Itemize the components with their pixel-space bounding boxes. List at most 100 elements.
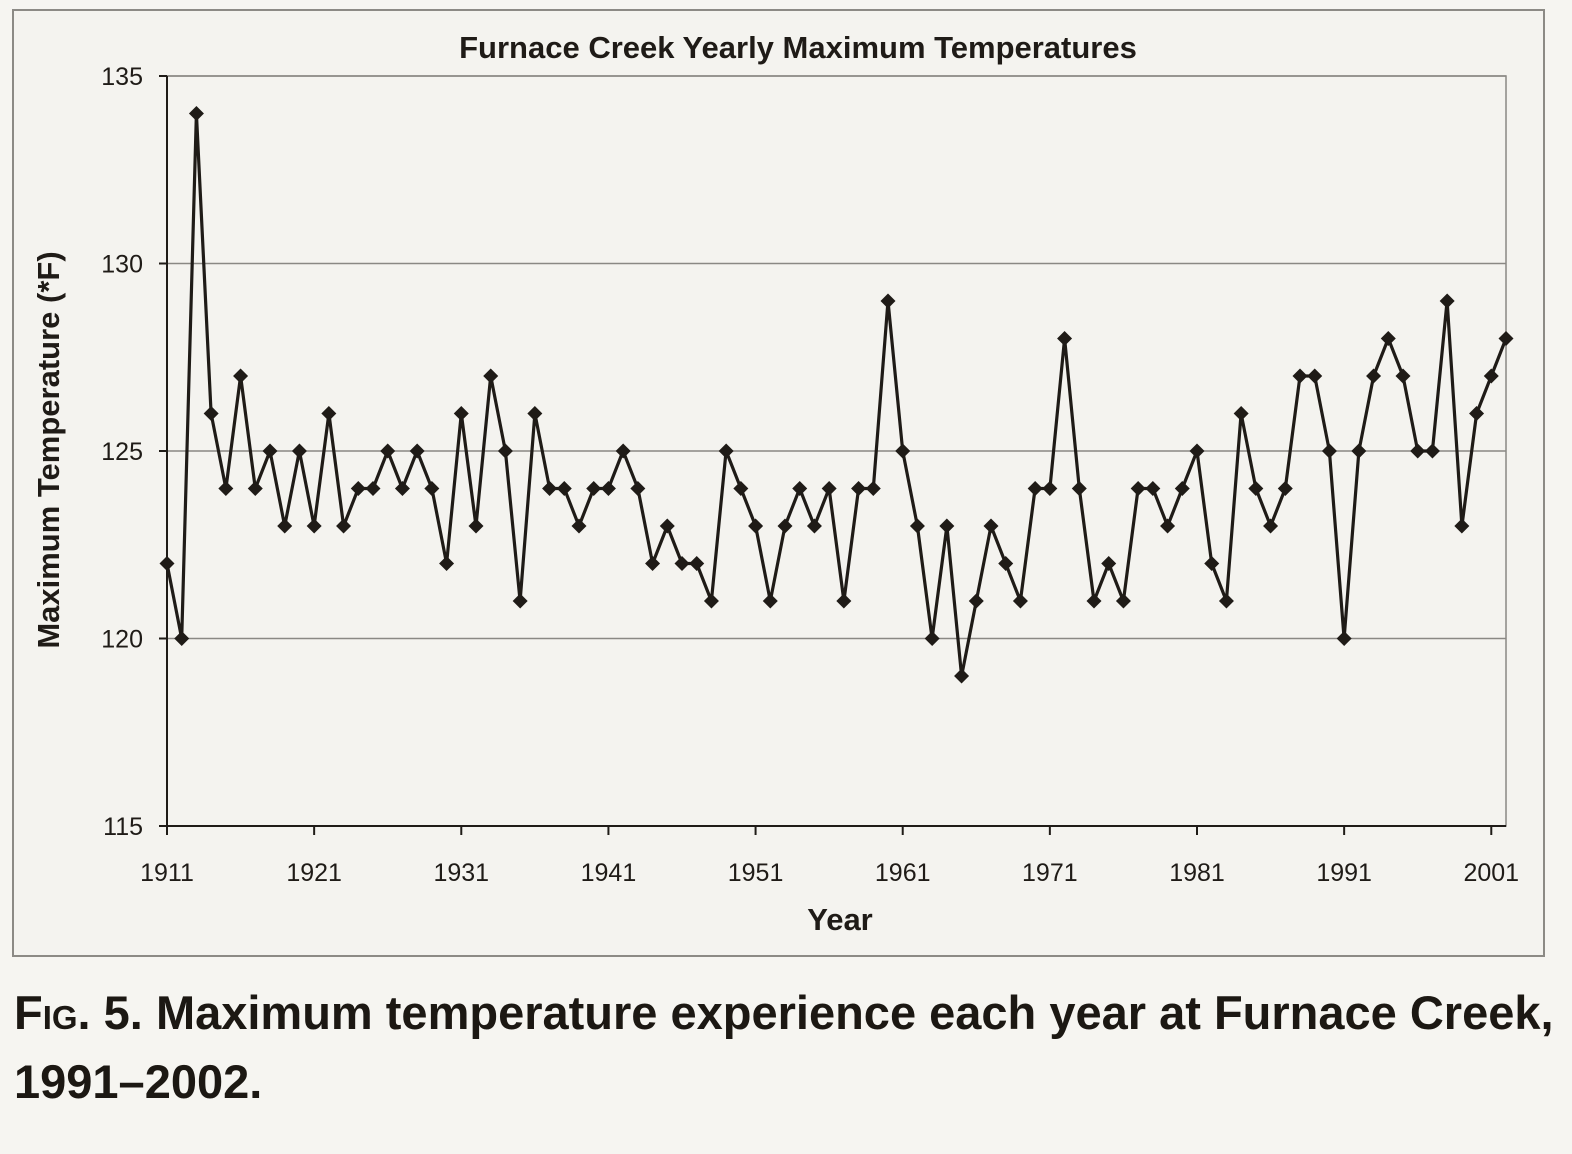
- data-point-1957: [836, 593, 852, 609]
- data-point-1913: [188, 106, 204, 121]
- data-point-1959: [865, 481, 881, 496]
- data-point-1917: [247, 481, 263, 496]
- data-point-1945: [659, 518, 675, 534]
- y-tick-label-115: 115: [103, 813, 143, 841]
- data-point-1995: [1395, 368, 1411, 384]
- data-point-1954: [792, 481, 808, 496]
- data-point-1970: [1027, 481, 1043, 496]
- data-point-1999: [1454, 518, 1470, 534]
- data-point-1998: [1439, 293, 1455, 309]
- axes: [159, 75, 1506, 835]
- data-point-1962: [909, 518, 925, 534]
- data-series: [159, 106, 1514, 684]
- data-point-1939: [571, 518, 587, 534]
- data-point-1977: [1130, 481, 1146, 496]
- data-point-1958: [851, 481, 867, 496]
- y-tick-label-130: 130: [101, 251, 143, 279]
- data-point-1969: [1012, 593, 1028, 609]
- y-tick-label-125: 125: [101, 438, 143, 466]
- data-point-1912: [174, 631, 190, 646]
- data-point-1920: [291, 443, 307, 459]
- data-point-1983: [1218, 593, 1234, 609]
- data-point-1981: [1189, 443, 1205, 459]
- data-point-1994: [1380, 331, 1396, 346]
- data-point-1984: [1233, 406, 1249, 421]
- x-tick-label-1911: 1911: [140, 859, 194, 887]
- gridlines: [166, 75, 1507, 827]
- data-point-1987: [1277, 481, 1293, 496]
- data-point-1986: [1263, 518, 1279, 534]
- data-point-1933: [483, 368, 499, 384]
- labels: Furnace Creek Yearly Maximum Temperature…: [31, 30, 1519, 937]
- line-chart: Furnace Creek Yearly Maximum Temperature…: [31, 30, 1519, 937]
- data-point-1926: [380, 443, 396, 459]
- data-point-1978: [1145, 481, 1161, 496]
- data-point-2002: [1498, 331, 1514, 346]
- figure-caption: Fig. 5. Maximum temperature experience e…: [14, 978, 1559, 1116]
- data-point-1924: [350, 481, 366, 496]
- data-point-2000: [1469, 406, 1485, 421]
- data-point-1989: [1307, 368, 1323, 384]
- data-point-1914: [203, 406, 219, 421]
- data-point-1973: [1071, 481, 1087, 496]
- data-point-1922: [321, 406, 337, 421]
- data-point-1993: [1366, 368, 1382, 384]
- data-point-1951: [748, 518, 764, 534]
- data-point-1929: [424, 481, 440, 496]
- y-axis-title: Maximum Temperature (*F): [31, 251, 66, 648]
- data-point-1916: [233, 368, 249, 384]
- data-point-1938: [556, 481, 572, 496]
- data-point-1982: [1204, 556, 1220, 571]
- data-point-1928: [409, 443, 425, 459]
- x-axis-title: Year: [807, 902, 873, 937]
- data-point-1948: [703, 593, 719, 609]
- data-point-1988: [1292, 368, 1308, 384]
- data-point-1980: [1174, 481, 1190, 496]
- data-point-1936: [527, 406, 543, 421]
- x-tick-label-1921: 1921: [286, 859, 342, 887]
- data-point-1955: [806, 518, 822, 534]
- data-point-1965: [954, 668, 970, 684]
- data-point-1979: [1160, 518, 1176, 534]
- data-point-1976: [1115, 593, 1131, 609]
- data-point-1911: [159, 556, 175, 571]
- caption-text: Maximum temperature experience each year…: [14, 986, 1554, 1108]
- data-point-1949: [718, 443, 734, 459]
- data-point-1974: [1086, 593, 1102, 609]
- data-point-1940: [586, 481, 602, 496]
- chart-title: Furnace Creek Yearly Maximum Temperature…: [459, 30, 1137, 65]
- data-point-1990: [1321, 443, 1337, 459]
- data-point-1996: [1410, 443, 1426, 459]
- data-point-1952: [762, 593, 778, 609]
- data-point-2001: [1483, 368, 1499, 384]
- data-point-1942: [615, 443, 631, 459]
- data-point-1963: [924, 631, 940, 646]
- data-point-1964: [939, 518, 955, 534]
- data-point-1941: [600, 481, 616, 496]
- data-point-1968: [998, 556, 1014, 571]
- data-point-1931: [453, 406, 469, 421]
- data-point-1972: [1057, 331, 1073, 346]
- data-point-1985: [1248, 481, 1264, 496]
- x-tick-label-1971: 1971: [1022, 859, 1078, 887]
- data-point-1950: [733, 481, 749, 496]
- data-point-1992: [1351, 443, 1367, 459]
- data-point-1946: [674, 556, 690, 571]
- data-point-1967: [983, 518, 999, 534]
- data-point-1960: [880, 293, 896, 309]
- data-point-1921: [306, 518, 322, 534]
- data-point-1997: [1424, 443, 1440, 459]
- data-point-1953: [777, 518, 793, 534]
- data-point-1932: [468, 518, 484, 534]
- data-point-1956: [821, 481, 837, 496]
- x-tick-label-2001: 2001: [1463, 859, 1519, 887]
- caption-figure-label: Fig. 5.: [14, 986, 143, 1039]
- data-point-1915: [218, 481, 234, 496]
- data-point-1937: [542, 481, 558, 496]
- x-tick-label-1981: 1981: [1169, 859, 1225, 887]
- data-point-1961: [895, 443, 911, 459]
- data-point-1919: [277, 518, 293, 534]
- x-tick-label-1931: 1931: [433, 859, 489, 887]
- y-tick-label-120: 120: [101, 626, 143, 654]
